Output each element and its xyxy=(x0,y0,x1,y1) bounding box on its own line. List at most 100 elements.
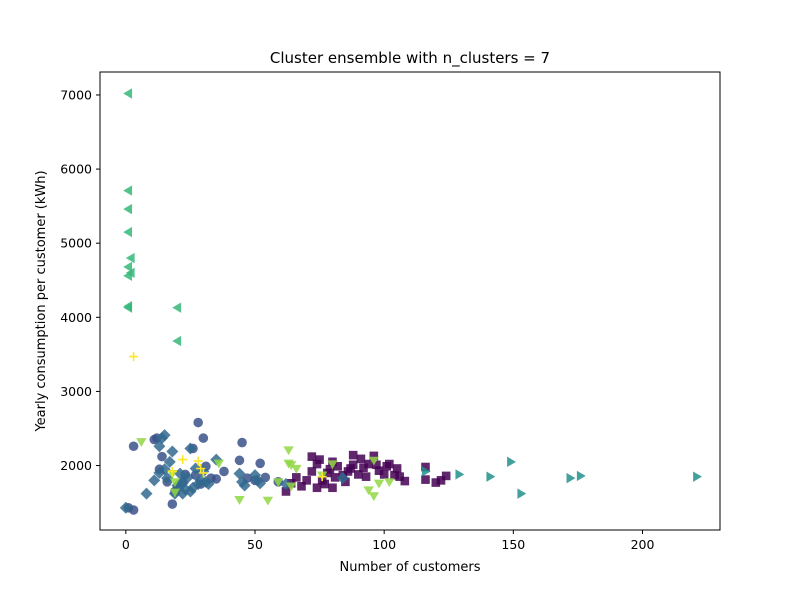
data-point xyxy=(384,478,395,488)
data-point xyxy=(390,470,399,480)
data-point xyxy=(123,185,133,196)
y-tick-label: 4000 xyxy=(60,310,92,325)
data-point xyxy=(373,479,385,489)
data-point xyxy=(312,459,322,469)
y-tick-label: 7000 xyxy=(60,87,92,102)
data-point xyxy=(281,487,291,496)
data-point xyxy=(576,470,586,482)
data-point xyxy=(123,226,133,238)
data-point xyxy=(486,471,496,482)
data-point xyxy=(333,461,342,471)
data-point xyxy=(395,472,404,481)
data-point xyxy=(166,445,179,458)
data-point xyxy=(211,474,222,484)
data-point xyxy=(193,417,203,428)
data-point xyxy=(392,464,402,473)
data-point xyxy=(320,479,330,489)
data-point xyxy=(348,450,358,460)
data-point xyxy=(369,451,379,461)
data-point xyxy=(374,466,384,476)
data-point xyxy=(372,460,381,470)
data-point xyxy=(385,459,394,469)
data-point xyxy=(123,261,133,273)
data-point xyxy=(125,267,135,279)
data-point xyxy=(283,446,294,456)
data-point xyxy=(364,459,373,469)
data-point xyxy=(363,486,374,496)
x-tick-label: 150 xyxy=(501,537,525,552)
data-point xyxy=(327,460,338,470)
data-point xyxy=(325,464,335,474)
data-point xyxy=(315,455,324,464)
data-point xyxy=(341,477,350,487)
data-point xyxy=(517,488,527,499)
x-tick-label: 100 xyxy=(372,537,396,552)
data-point xyxy=(219,466,229,477)
data-point xyxy=(237,437,247,448)
data-point xyxy=(285,461,297,470)
plot-area xyxy=(119,88,702,515)
data-point xyxy=(136,438,147,448)
data-point xyxy=(356,454,366,464)
data-point xyxy=(359,463,368,473)
x-axis-label: Number of customers xyxy=(339,560,480,575)
y-axis-label: Yearly consumption per customer (kWh) xyxy=(34,170,49,432)
data-point xyxy=(238,479,251,492)
data-point xyxy=(123,302,133,313)
data-point xyxy=(421,475,430,484)
y-tick-label: 5000 xyxy=(60,236,92,251)
data-point xyxy=(379,470,389,479)
data-point xyxy=(234,495,245,505)
data-point xyxy=(285,482,297,492)
series-4 xyxy=(421,456,702,499)
data-point xyxy=(348,460,358,470)
data-point xyxy=(255,458,265,469)
data-point xyxy=(184,442,197,455)
data-point xyxy=(317,472,327,482)
chart-title: Cluster ensemble with n_clusters = 7 xyxy=(270,49,550,68)
data-point xyxy=(291,464,302,474)
data-point xyxy=(125,252,135,264)
data-point xyxy=(400,476,410,486)
y-tick-label: 6000 xyxy=(60,162,92,177)
x-tick-label: 50 xyxy=(247,537,263,552)
series-5 xyxy=(123,88,182,347)
data-point xyxy=(172,302,182,313)
data-point xyxy=(421,466,431,477)
data-point xyxy=(158,429,171,442)
data-point xyxy=(507,456,516,468)
y-tick-label: 2000 xyxy=(60,458,92,473)
data-point xyxy=(123,203,133,215)
data-point xyxy=(455,469,465,480)
data-point xyxy=(167,466,177,476)
x-tick-label: 200 xyxy=(631,537,655,552)
data-point xyxy=(302,476,311,485)
data-point xyxy=(202,478,215,491)
data-point xyxy=(198,433,209,443)
data-point xyxy=(158,463,171,476)
data-point xyxy=(336,472,349,485)
data-point xyxy=(198,468,208,478)
data-point xyxy=(140,487,153,500)
data-point xyxy=(297,481,306,491)
data-point xyxy=(436,476,446,485)
data-point xyxy=(123,88,133,99)
data-point xyxy=(129,352,139,362)
data-point xyxy=(312,483,322,493)
data-point xyxy=(354,470,363,479)
data-point xyxy=(178,455,188,465)
data-point xyxy=(169,478,181,488)
data-point xyxy=(163,455,176,468)
data-point xyxy=(693,471,702,482)
data-point xyxy=(368,456,380,466)
data-point xyxy=(292,473,301,482)
data-point xyxy=(421,462,430,472)
data-point xyxy=(193,456,203,466)
data-point xyxy=(307,467,317,476)
data-point xyxy=(431,478,441,487)
data-point xyxy=(441,471,451,481)
data-point xyxy=(128,441,139,452)
x-axis: 0 50 100 150 200 xyxy=(122,530,655,552)
x-tick-label: 0 xyxy=(122,537,130,552)
